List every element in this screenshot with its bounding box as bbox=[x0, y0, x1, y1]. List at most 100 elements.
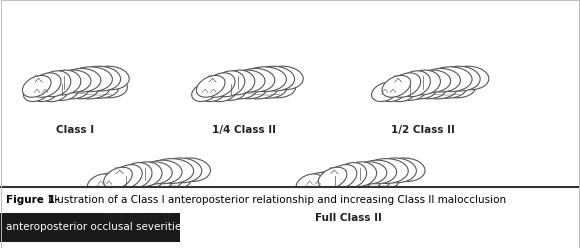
Ellipse shape bbox=[364, 159, 408, 184]
Ellipse shape bbox=[206, 79, 237, 102]
Ellipse shape bbox=[372, 82, 398, 101]
Ellipse shape bbox=[31, 73, 61, 97]
Ellipse shape bbox=[143, 160, 182, 184]
Ellipse shape bbox=[406, 70, 440, 95]
Ellipse shape bbox=[78, 76, 119, 98]
Ellipse shape bbox=[142, 168, 183, 190]
Ellipse shape bbox=[46, 79, 79, 100]
Ellipse shape bbox=[296, 174, 323, 193]
Ellipse shape bbox=[160, 158, 202, 183]
Ellipse shape bbox=[88, 76, 128, 98]
Ellipse shape bbox=[120, 163, 152, 188]
Ellipse shape bbox=[102, 171, 133, 193]
Ellipse shape bbox=[39, 71, 71, 97]
Ellipse shape bbox=[152, 167, 191, 189]
Ellipse shape bbox=[394, 79, 427, 100]
Ellipse shape bbox=[350, 162, 387, 184]
Ellipse shape bbox=[450, 66, 489, 90]
FancyBboxPatch shape bbox=[0, 187, 580, 248]
Ellipse shape bbox=[350, 168, 392, 190]
Ellipse shape bbox=[117, 171, 153, 191]
Ellipse shape bbox=[128, 162, 162, 186]
Ellipse shape bbox=[264, 66, 303, 90]
Ellipse shape bbox=[318, 171, 351, 192]
Ellipse shape bbox=[46, 70, 81, 95]
Ellipse shape bbox=[386, 158, 425, 182]
Ellipse shape bbox=[246, 76, 287, 98]
Ellipse shape bbox=[136, 162, 172, 184]
Text: Full Class II: Full Class II bbox=[314, 213, 382, 223]
Ellipse shape bbox=[104, 167, 132, 189]
Text: Illustration of a Class I anteroposterior relationship and increasing Class II m: Illustration of a Class I anteroposterio… bbox=[45, 195, 506, 205]
Ellipse shape bbox=[236, 77, 278, 99]
Ellipse shape bbox=[318, 167, 347, 189]
Ellipse shape bbox=[235, 68, 275, 92]
Ellipse shape bbox=[197, 75, 225, 97]
Ellipse shape bbox=[426, 76, 467, 98]
Text: anteroposterior occlusal severities: anteroposterior occlusal severities bbox=[6, 222, 187, 232]
Text: 3/4 Class II: 3/4 Class II bbox=[107, 213, 171, 223]
Ellipse shape bbox=[192, 82, 219, 101]
Text: Class I: Class I bbox=[56, 125, 95, 135]
Ellipse shape bbox=[112, 165, 142, 189]
Ellipse shape bbox=[438, 66, 480, 91]
Ellipse shape bbox=[382, 75, 411, 97]
Ellipse shape bbox=[205, 73, 235, 97]
Ellipse shape bbox=[401, 80, 437, 99]
Ellipse shape bbox=[303, 173, 332, 193]
Ellipse shape bbox=[242, 67, 287, 92]
Ellipse shape bbox=[171, 158, 211, 182]
Ellipse shape bbox=[256, 76, 296, 98]
Ellipse shape bbox=[253, 66, 295, 91]
Ellipse shape bbox=[335, 163, 367, 188]
Ellipse shape bbox=[31, 81, 59, 102]
Text: 1/4 Class II: 1/4 Class II bbox=[212, 125, 276, 135]
Ellipse shape bbox=[61, 78, 99, 99]
Ellipse shape bbox=[375, 158, 416, 183]
FancyBboxPatch shape bbox=[0, 213, 180, 242]
Ellipse shape bbox=[23, 75, 51, 97]
Ellipse shape bbox=[357, 160, 397, 184]
Ellipse shape bbox=[68, 67, 113, 92]
Ellipse shape bbox=[90, 66, 129, 90]
Ellipse shape bbox=[222, 80, 257, 99]
Text: 1/2 Class II: 1/2 Class II bbox=[392, 125, 455, 135]
Ellipse shape bbox=[361, 167, 400, 189]
Ellipse shape bbox=[229, 70, 265, 92]
Ellipse shape bbox=[340, 169, 382, 191]
Ellipse shape bbox=[214, 79, 247, 100]
Ellipse shape bbox=[342, 162, 376, 186]
Ellipse shape bbox=[390, 73, 420, 97]
Ellipse shape bbox=[409, 78, 447, 99]
Ellipse shape bbox=[327, 165, 357, 189]
Ellipse shape bbox=[199, 81, 227, 102]
Ellipse shape bbox=[38, 79, 69, 102]
Ellipse shape bbox=[379, 81, 407, 102]
Ellipse shape bbox=[55, 70, 91, 92]
Ellipse shape bbox=[414, 70, 451, 92]
Ellipse shape bbox=[132, 169, 173, 191]
Text: Figure 1-: Figure 1- bbox=[6, 195, 59, 205]
Ellipse shape bbox=[436, 76, 476, 98]
Ellipse shape bbox=[427, 67, 472, 92]
Ellipse shape bbox=[110, 171, 143, 192]
Ellipse shape bbox=[68, 77, 110, 99]
Ellipse shape bbox=[61, 68, 101, 92]
Ellipse shape bbox=[416, 77, 458, 99]
Ellipse shape bbox=[53, 80, 89, 99]
Ellipse shape bbox=[398, 71, 430, 97]
Ellipse shape bbox=[213, 71, 245, 97]
Ellipse shape bbox=[220, 70, 255, 95]
Ellipse shape bbox=[24, 82, 50, 101]
Ellipse shape bbox=[95, 173, 123, 193]
Ellipse shape bbox=[229, 78, 267, 99]
Ellipse shape bbox=[326, 171, 361, 191]
Ellipse shape bbox=[125, 170, 162, 190]
Ellipse shape bbox=[79, 66, 121, 91]
Ellipse shape bbox=[311, 171, 342, 193]
Ellipse shape bbox=[149, 159, 194, 184]
Ellipse shape bbox=[334, 170, 371, 190]
Ellipse shape bbox=[421, 68, 461, 92]
Ellipse shape bbox=[386, 79, 417, 102]
Ellipse shape bbox=[88, 174, 114, 193]
